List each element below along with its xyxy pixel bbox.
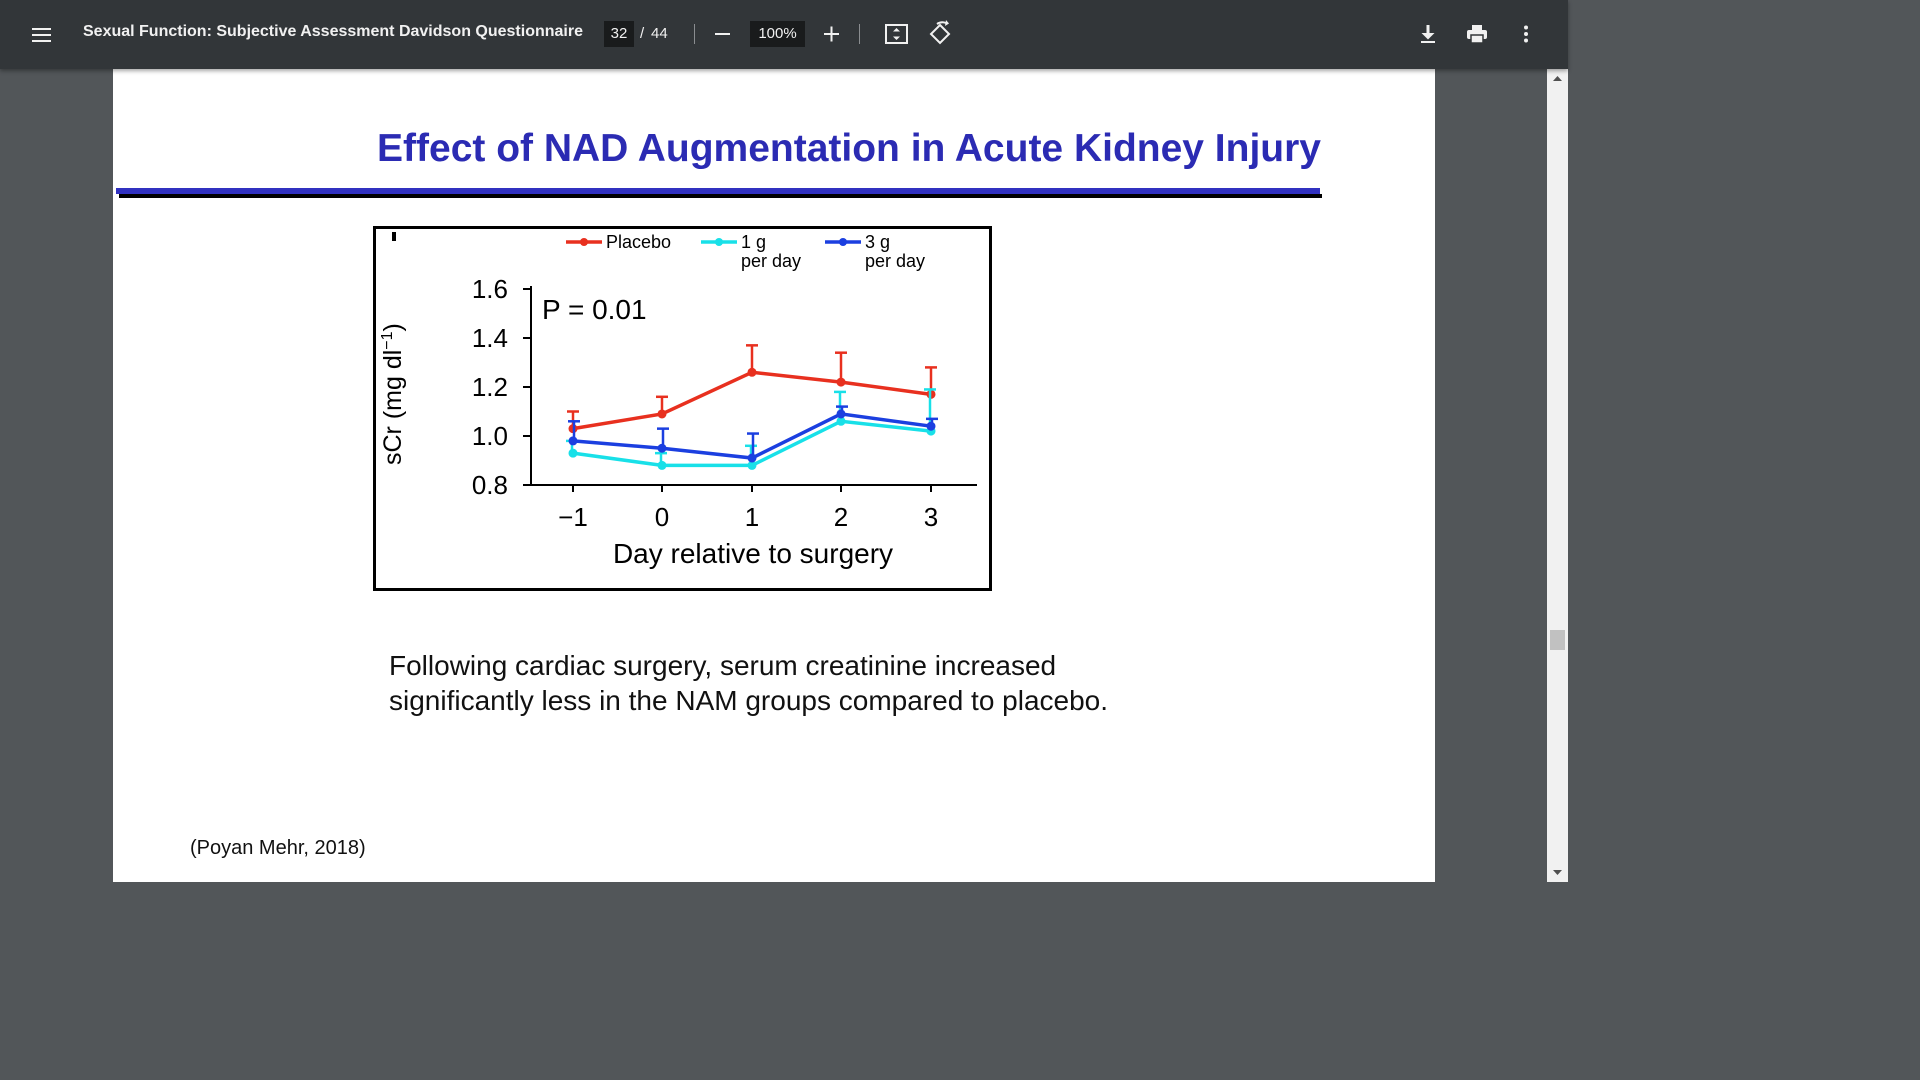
- zoom-in-button[interactable]: [815, 18, 847, 50]
- x-tick-label: −1: [558, 502, 588, 532]
- title-rule-blue: [116, 188, 1320, 194]
- pdf-page: Effect of NAD Augmentation in Acute Kidn…: [113, 69, 1435, 882]
- vertical-scrollbar[interactable]: [1547, 69, 1568, 882]
- data-point: [836, 409, 846, 419]
- scroll-up-icon: [1553, 76, 1562, 81]
- caption-line: significantly less in the NAM groups com…: [389, 685, 1109, 716]
- title-rule-black: [119, 194, 1322, 198]
- slide-caption: Following cardiac surgery, serum creatin…: [389, 648, 1108, 718]
- toolbar-divider: [859, 24, 860, 44]
- zoom-level-input[interactable]: 100%: [750, 21, 805, 47]
- series-placebo: [567, 344, 937, 434]
- y-tick-label: 0.8: [472, 470, 508, 500]
- data-point: [747, 367, 757, 377]
- x-tick-label: 2: [834, 502, 848, 532]
- plus-icon: [824, 26, 839, 42]
- data-point: [657, 460, 667, 470]
- x-tick-label: 1: [745, 502, 759, 532]
- data-point: [836, 377, 846, 387]
- rotate-icon: [929, 20, 951, 45]
- data-point: [657, 443, 667, 453]
- more-vert-icon: [1524, 25, 1528, 43]
- toolbar-divider: [694, 24, 695, 44]
- legend-marker: [839, 238, 847, 246]
- document-title: Sexual Function: Subjective Assessment D…: [83, 23, 583, 40]
- chart-axes: 0.8 1.0 1.2 1.4 1.6 −1 0 1 2 3: [472, 274, 977, 532]
- x-tick-label: 0: [655, 502, 669, 532]
- download-button[interactable]: [1412, 18, 1444, 50]
- minus-icon: [715, 33, 730, 35]
- slide-title: Effect of NAD Augmentation in Acute Kidn…: [377, 127, 1321, 170]
- series-3-g: [568, 405, 938, 463]
- data-point: [568, 436, 578, 446]
- fit-page-icon: [885, 24, 908, 44]
- y-axis-label: sCr (mg dl−1): [379, 323, 407, 465]
- x-tick-label: 3: [924, 502, 938, 532]
- pdf-toolbar: Sexual Function: Subjective Assessment D…: [0, 0, 1568, 69]
- legend-label-line2: per day: [741, 251, 801, 271]
- chart-frame: 0.8 1.0 1.2 1.4 1.6 −1 0 1 2 3 Placebo 1 g per day 3…: [373, 226, 992, 591]
- zoom-out-button[interactable]: [706, 18, 738, 50]
- p-value-annotation: P = 0.01: [542, 294, 647, 325]
- menu-icon[interactable]: [26, 20, 56, 50]
- data-point: [747, 460, 757, 470]
- legend-label: 1 g: [741, 232, 766, 252]
- legend-marker: [580, 238, 588, 246]
- y-tick-label: 1.6: [472, 274, 508, 304]
- citation: (Poyan Mehr, 2018): [190, 837, 366, 859]
- panel-marker: [392, 232, 396, 241]
- y-tick-label: 1.0: [472, 421, 508, 451]
- legend-label: Placebo: [606, 232, 671, 252]
- page-separator: /: [640, 25, 645, 42]
- legend-label: 3 g: [865, 232, 890, 252]
- caption-line: Following cardiac surgery, serum creatin…: [389, 650, 1057, 681]
- print-button[interactable]: [1461, 18, 1493, 50]
- legend-label-line2: per day: [865, 251, 925, 271]
- rotate-button[interactable]: [924, 18, 956, 50]
- data-point: [568, 448, 578, 458]
- download-icon: [1421, 25, 1435, 43]
- page-total: 44: [651, 25, 668, 42]
- more-options-button[interactable]: [1510, 18, 1542, 50]
- scrollbar-arrows: [1553, 76, 1562, 875]
- y-tick-label: 1.2: [472, 372, 508, 402]
- scroll-down-icon: [1553, 870, 1562, 875]
- y-tick-label: 1.4: [472, 323, 508, 353]
- x-axis-label: Day relative to surgery: [613, 538, 893, 569]
- chart-series: [566, 344, 938, 470]
- fit-to-page-button[interactable]: [880, 18, 912, 50]
- print-icon: [1467, 25, 1487, 44]
- data-point: [747, 453, 757, 463]
- scrollbar-thumb[interactable]: [1550, 630, 1565, 650]
- data-point: [657, 409, 667, 419]
- data-point: [836, 416, 846, 426]
- legend-marker: [715, 238, 723, 246]
- page-number-input[interactable]: 32: [604, 21, 634, 47]
- data-point: [926, 421, 936, 431]
